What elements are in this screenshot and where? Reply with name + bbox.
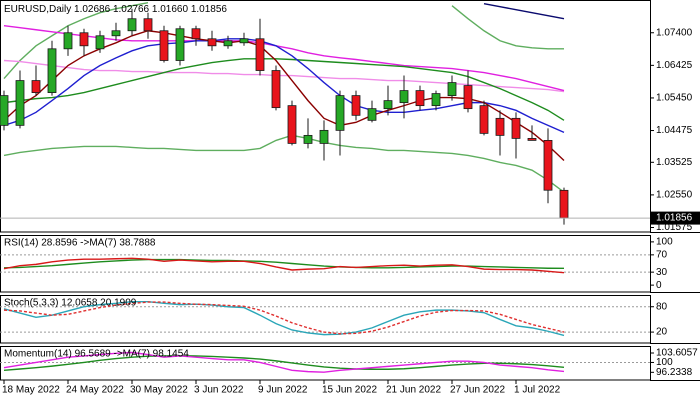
candle-body xyxy=(95,35,105,50)
x-tick-label: 21 Jun 2022 xyxy=(386,385,441,396)
y-tick-label: 20 xyxy=(656,327,668,338)
y-tick-label: 1.02550 xyxy=(656,190,693,201)
y-tick-label: 30 xyxy=(656,267,668,278)
candle-body xyxy=(351,95,361,116)
candle-body xyxy=(367,108,377,121)
candle-body xyxy=(63,32,73,50)
indicator-line xyxy=(3,258,565,270)
y-tick-label: 100 xyxy=(656,237,673,248)
panel-plot xyxy=(0,351,650,373)
indicator-line xyxy=(3,301,565,335)
chart-header: EURUSD,Daily 1.02686 1.02766 1.01660 1.0… xyxy=(4,4,227,15)
candle-body xyxy=(47,48,57,93)
indicator-title: Momentum(14) 96.5689 ->MA(7) 98.1454 xyxy=(4,349,189,360)
candle-body xyxy=(143,18,153,32)
candle-body xyxy=(207,38,217,47)
candle-body xyxy=(127,18,137,32)
candle-body xyxy=(303,134,313,144)
candle-body xyxy=(223,40,233,47)
open-value: 1.02686 xyxy=(74,4,111,15)
panel-plot xyxy=(0,300,650,337)
indicator-line xyxy=(3,354,565,372)
candle-body xyxy=(383,100,393,110)
candle-body xyxy=(31,80,41,93)
candle-body xyxy=(79,32,89,47)
candle-body xyxy=(15,80,25,126)
candle-body xyxy=(191,28,201,40)
panel-frame xyxy=(0,346,651,381)
candle-body xyxy=(0,95,9,126)
indicator-title: Stoch(5,3,3) 12.0658 20.1909 xyxy=(4,298,137,309)
panel-plot xyxy=(0,254,650,274)
candle-body xyxy=(495,117,505,136)
y-tick-label: 1.05450 xyxy=(656,93,693,104)
y-tick-label: 103.6057 xyxy=(656,348,698,359)
indicator-line xyxy=(3,257,565,274)
y-tick-label: 70 xyxy=(656,249,668,260)
y-tick-label: 100 xyxy=(656,357,673,368)
indicator-line xyxy=(3,58,565,121)
low-value: 1.01660 xyxy=(152,4,189,15)
candle-body xyxy=(271,70,281,109)
candle-body xyxy=(287,105,297,144)
x-tick-label: 30 May 2022 xyxy=(130,385,188,396)
x-tick-label: 1 Jul 2022 xyxy=(514,385,561,396)
candle-body xyxy=(543,140,553,191)
indicator-line xyxy=(3,351,565,373)
indicator-title: RSI(14) 28.8596 ->MA(7) 38.7888 xyxy=(4,238,156,249)
candle-body xyxy=(559,189,569,219)
x-tick-label: 3 Jun 2022 xyxy=(194,385,244,396)
candle-body xyxy=(479,105,489,134)
last-price-box xyxy=(651,211,700,225)
indicator-line xyxy=(3,59,565,93)
x-tick-label: 27 Jun 2022 xyxy=(450,385,505,396)
candle-body xyxy=(511,117,521,139)
candle-body xyxy=(399,90,409,104)
x-tick-label: 9 Jun 2022 xyxy=(258,385,308,396)
panel-frame xyxy=(0,295,651,344)
y-tick-label: 1.06425 xyxy=(656,60,693,71)
panel-plot xyxy=(0,1,650,225)
candle-body xyxy=(463,85,473,110)
candle-body xyxy=(335,95,345,131)
candle-body xyxy=(239,38,249,44)
indicator-line xyxy=(483,2,565,20)
candle-body xyxy=(255,38,265,71)
candle-body xyxy=(111,30,121,37)
y-tick-label: 1.04475 xyxy=(656,125,693,136)
high-value: 1.02766 xyxy=(113,4,150,15)
y-tick-label: 0 xyxy=(656,280,662,291)
candle-body xyxy=(175,28,185,61)
x-tick-label: 18 May 2022 xyxy=(2,385,60,396)
symbol-title: EURUSD,Daily xyxy=(4,4,71,15)
panel-frame xyxy=(0,235,651,293)
y-tick-label: 96.2338 xyxy=(656,367,693,378)
candle-body xyxy=(319,129,329,144)
candle-body xyxy=(447,82,457,97)
candle-body xyxy=(527,137,537,141)
indicator-line xyxy=(3,1,564,80)
y-tick-label: 1.03525 xyxy=(656,157,693,168)
candle-body xyxy=(415,90,425,107)
close-value: 1.01856 xyxy=(191,4,228,15)
indicator-line xyxy=(3,134,565,193)
y-tick-label: 1.07400 xyxy=(656,27,693,38)
candle-body xyxy=(159,30,169,61)
candle-body xyxy=(431,93,441,107)
x-tick-label: 24 May 2022 xyxy=(66,385,124,396)
last-price-label: 1.01856 xyxy=(656,213,693,224)
y-tick-label: 1.01575 xyxy=(656,222,693,233)
x-tick-label: 15 Jun 2022 xyxy=(322,385,377,396)
y-tick-label: 80 xyxy=(656,301,668,312)
